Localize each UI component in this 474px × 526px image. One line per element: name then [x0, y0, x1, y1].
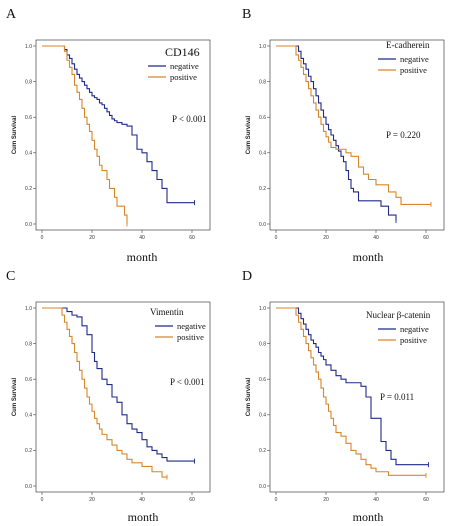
- y-tick-label: 0.0: [25, 222, 32, 228]
- y-tick-label: 0.2: [259, 186, 266, 192]
- x-axis-label: month: [127, 250, 158, 264]
- y-tick-label: 0.8: [259, 341, 266, 347]
- y-tick-label: 0.2: [25, 448, 32, 454]
- x-tick-label: 20: [323, 235, 329, 241]
- y-tick-label: 0.8: [25, 79, 32, 85]
- panel-a: A 0.0 0.2 0.4 0.6 0.8 1.0 0 20 40 60 month Cum Survi…: [6, 7, 211, 264]
- y-tick-label: 0.6: [259, 115, 266, 121]
- y-tick-label: 0.4: [25, 413, 32, 419]
- series-line-positive: [276, 307, 426, 476]
- x-tick-label: 0: [41, 235, 44, 241]
- x-tick-label: 20: [323, 497, 329, 503]
- legend-label-positive: positive: [177, 332, 204, 342]
- y-tick-label: 1.0: [259, 44, 266, 50]
- y-tick-label: 1.0: [259, 306, 266, 312]
- x-tick-label: 40: [373, 235, 379, 241]
- series-line-negative: [42, 45, 195, 204]
- y-tick-label: 0.6: [259, 377, 266, 383]
- legend-label-negative: negative: [170, 61, 199, 71]
- x-tick-label: 60: [189, 235, 195, 241]
- panel-d: D 0.0 0.2 0.4 0.6 0.8 1.0 0 20 40 60 month Cum Survi…: [242, 269, 445, 524]
- p-value: P = 0.011: [380, 392, 414, 402]
- y-tick-label: 0.4: [259, 151, 266, 157]
- x-tick-label: 0: [41, 497, 44, 503]
- panel-label: A: [6, 7, 17, 22]
- y-axis-label: Cum Survival: [246, 116, 252, 155]
- x-axis-label: month: [353, 510, 384, 524]
- y-tick-label: 0.8: [25, 341, 32, 347]
- x-tick-label: 40: [139, 235, 145, 241]
- x-tick-label: 20: [89, 497, 95, 503]
- y-axis-label: Cum Survival: [12, 116, 18, 155]
- legend-label-positive: positive: [400, 65, 427, 75]
- legend-label-negative: negative: [400, 54, 429, 64]
- series-line-positive: [276, 45, 431, 205]
- y-tick-label: 0.0: [259, 484, 266, 490]
- chart-title: CD146: [165, 45, 200, 59]
- y-tick-label: 0.4: [259, 413, 266, 419]
- x-axis-label: month: [128, 510, 159, 524]
- y-tick-label: 1.0: [25, 306, 32, 312]
- y-tick-label: 0.6: [25, 115, 32, 121]
- legend-label-negative: negative: [177, 321, 206, 331]
- panel-c: C 0.0 0.2 0.4 0.6 0.8 1.0 0 20 40 60 month Cum Survi…: [6, 269, 211, 524]
- series-line-positive: [42, 307, 167, 478]
- plot-frame: [35, 301, 211, 493]
- y-tick-label: 0.8: [259, 79, 266, 85]
- legend-label-negative: negative: [400, 324, 429, 334]
- y-tick-label: 0.2: [25, 186, 32, 192]
- x-tick-label: 20: [89, 235, 95, 241]
- y-axis-label: Cum Survival: [246, 378, 252, 417]
- y-tick-label: 0.6: [25, 377, 32, 383]
- chart-title: Vimentin: [150, 307, 184, 317]
- legend-label-positive: positive: [170, 72, 197, 82]
- p-value: P = 0.220: [386, 130, 421, 140]
- x-tick-label: 60: [189, 497, 195, 503]
- x-tick-label: 40: [373, 497, 379, 503]
- panel-label: C: [6, 269, 15, 284]
- x-axis-label: month: [353, 250, 384, 264]
- series-line-negative: [276, 45, 397, 221]
- y-tick-label: 0.2: [259, 448, 266, 454]
- x-tick-label: 0: [275, 235, 278, 241]
- x-tick-label: 60: [423, 235, 429, 241]
- x-tick-label: 0: [275, 497, 278, 503]
- chart-title: E-cadherein: [386, 40, 430, 50]
- legend-label-positive: positive: [400, 335, 427, 345]
- series-line-negative: [276, 307, 429, 466]
- series-line-positive: [42, 45, 128, 224]
- panel-b: B 0.0 0.2 0.4 0.6 0.8 1.0 0 20 40 60 month Cum Survi…: [242, 7, 445, 264]
- plot-frame: [35, 39, 211, 231]
- y-tick-label: 0.0: [259, 222, 266, 228]
- y-tick-label: 0.0: [25, 484, 32, 490]
- plot-frame: [269, 39, 445, 231]
- p-value: P < 0.001: [172, 114, 207, 124]
- series-line-negative: [42, 307, 195, 462]
- panel-label: B: [242, 7, 251, 22]
- y-tick-label: 1.0: [25, 44, 32, 50]
- chart-title: Nuclear β-catenin: [366, 310, 431, 320]
- p-value: P < 0.001: [170, 377, 205, 387]
- x-tick-label: 60: [423, 497, 429, 503]
- panel-label: D: [242, 269, 252, 284]
- plot-frame: [269, 301, 445, 493]
- y-axis-label: Cum Survival: [12, 378, 18, 417]
- y-tick-label: 0.4: [25, 151, 32, 157]
- x-tick-label: 40: [139, 497, 145, 503]
